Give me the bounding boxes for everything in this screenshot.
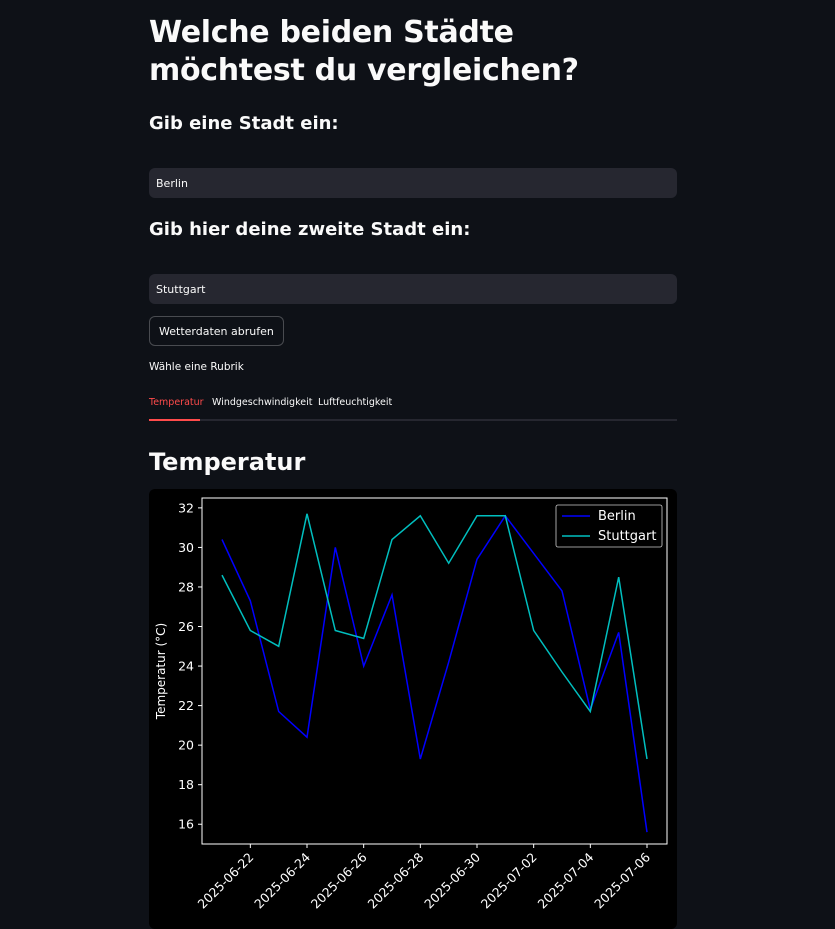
tab-bar: Temperatur Windgeschwindigkeit Luftfeuch… [149, 392, 677, 421]
rubric-label: Wähle eine Rubrik [149, 361, 244, 373]
city1-label: Gib eine Stadt ein: [149, 113, 339, 134]
x-tick-label: 2025-06-26 [308, 849, 370, 911]
city2-label: Gib hier deine zweite Stadt ein: [149, 219, 471, 240]
x-tick-label: 2025-07-02 [478, 850, 540, 912]
y-tick-label: 20 [178, 738, 194, 753]
x-tick-label: 2025-06-22 [194, 850, 256, 912]
city1-input[interactable] [149, 168, 677, 198]
x-tick-label: 2025-06-28 [364, 849, 426, 911]
plot-frame [201, 497, 668, 845]
y-axis-label: Temperatur (°C) [154, 623, 168, 720]
city2-input[interactable] [149, 274, 677, 304]
y-tick-label: 32 [178, 500, 194, 515]
y-tick-label: 26 [178, 619, 194, 634]
x-tick-label: 2025-07-06 [591, 849, 653, 911]
section-title: Temperatur [149, 448, 306, 476]
legend: Berlin Stuttgart [555, 504, 663, 548]
y-tick-label: 30 [178, 540, 194, 555]
page-title: Welche beiden Städte möchtest du verglei… [149, 15, 579, 88]
tab-windgeschwindigkeit[interactable]: Windgeschwindigkeit [212, 397, 313, 408]
y-tick-label: 28 [178, 579, 194, 594]
series-line-berlin [221, 514, 648, 833]
x-tick-label: 2025-06-30 [421, 849, 483, 911]
active-tab-indicator [149, 419, 200, 421]
legend-label-berlin: Berlin [598, 509, 636, 524]
x-tick-label: 2025-06-24 [251, 849, 313, 911]
y-tick-label: 16 [178, 817, 194, 832]
series-line-stuttgart [221, 513, 648, 760]
y-tick-label: 24 [178, 659, 194, 674]
x-tick-label: 2025-07-04 [534, 849, 596, 911]
y-tick-label: 22 [178, 698, 194, 713]
fetch-weather-button[interactable]: Wetterdaten abrufen [149, 316, 284, 346]
y-tick-label: 18 [178, 777, 194, 792]
tab-luftfeuchtigkeit[interactable]: Luftfeuchtigkeit [318, 397, 393, 408]
chart-container: 16 18 20 22 24 26 28 30 32 2025-06-22 2025-06-24 2… [149, 489, 677, 929]
legend-label-stuttgart: Stuttgart [598, 529, 656, 544]
tab-temperatur[interactable]: Temperatur [149, 397, 204, 408]
